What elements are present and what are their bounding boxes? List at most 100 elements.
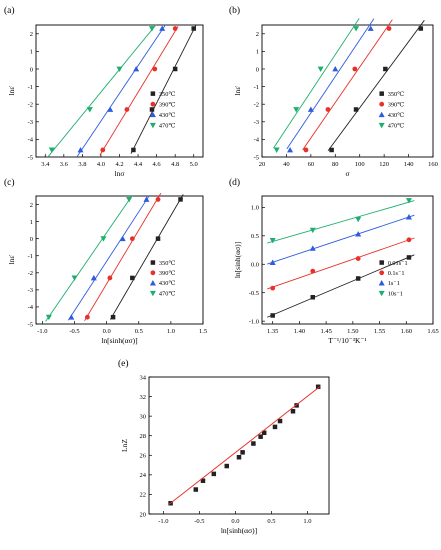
y-tick-label: 0.0 [251, 262, 259, 269]
x-tick-label: 0.0 [231, 518, 239, 525]
y-axis-label: lnε̇ [233, 86, 242, 96]
y-tick-label: -3 [254, 119, 259, 126]
legend: 0.01s⁻1 0.1s⁻1 1s⁻1 10s⁻1 [378, 260, 408, 297]
series-2 [84, 192, 162, 321]
y-tick-label: 0.5 [251, 233, 259, 240]
data-point [126, 197, 133, 203]
data-point [172, 26, 178, 31]
legend-marker [149, 280, 156, 286]
legend-marker [379, 91, 384, 96]
data-point [86, 107, 93, 113]
data-point [309, 245, 316, 251]
data-point [71, 275, 78, 281]
data-point [309, 227, 316, 234]
y-tick-label: 32 [140, 394, 147, 401]
x-tick-label: 1.5 [199, 328, 207, 335]
data-point [353, 26, 360, 32]
legend-label: 350℃ [159, 91, 176, 98]
fit-line [267, 200, 415, 244]
series-3 [67, 195, 150, 321]
data-point [148, 26, 155, 32]
x-tick-label: 1.45 [320, 328, 331, 335]
x-tick-label: 40 [283, 161, 290, 168]
y-tick-label: -4 [254, 137, 260, 144]
x-axis-label: σ [345, 169, 349, 178]
data-point [131, 147, 136, 153]
data-point [386, 26, 392, 31]
plot-frame [35, 24, 204, 158]
fit-line [267, 214, 415, 265]
data-point [200, 478, 206, 483]
y-tick-label: 2 [30, 202, 33, 209]
y-tick-label: 30 [140, 413, 147, 420]
x-tick-label: 4.4 [134, 161, 143, 168]
x-tick-label: 1.0 [303, 518, 311, 525]
series-3 [286, 18, 375, 153]
data-point [191, 26, 196, 31]
y-tick-label: 0 [30, 66, 33, 73]
x-tick-label: 140 [404, 161, 414, 168]
legend-item: 430℃ [149, 111, 175, 119]
y-tick-label: 28 [140, 433, 147, 440]
legend-marker [150, 91, 156, 96]
y-tick-label: -1.0 [249, 318, 259, 325]
y-tick-label: 1.0 [251, 205, 259, 212]
fit-line [47, 24, 157, 158]
data-point [129, 236, 135, 242]
legend-marker [378, 280, 385, 286]
plot-frame [148, 376, 330, 515]
data-point [367, 25, 374, 31]
x-tick-label: 5.0 [190, 161, 198, 168]
legend-marker [150, 101, 156, 107]
data-point [107, 275, 113, 281]
data-point [261, 430, 267, 436]
data-point [211, 471, 217, 477]
fit-line [267, 254, 415, 318]
data-point [110, 314, 116, 320]
data-point [100, 147, 106, 153]
data-point [325, 107, 331, 112]
data-point [310, 295, 316, 300]
data-point [303, 147, 309, 153]
data-point [224, 463, 230, 469]
x-tick-label: 4.2 [115, 161, 123, 168]
y-tick-label: -2 [254, 102, 259, 109]
x-tick-label: 0.0 [103, 328, 111, 335]
x-tick-label: 1.60 [401, 328, 412, 335]
legend: 350℃ 390℃ 430℃ 470℃ [149, 91, 176, 130]
fit-line [273, 18, 360, 149]
data-point [90, 274, 97, 281]
series-4 [47, 24, 157, 158]
y-axis-label: ln[sinh(ασ)] [233, 242, 242, 278]
x-tick-label: 20 [259, 161, 266, 168]
data-point [329, 147, 334, 153]
data-point [355, 231, 362, 237]
data-point [68, 314, 75, 320]
legend-marker [379, 270, 385, 276]
panel-label: (e) [118, 358, 129, 369]
legend-item: 1s⁻1 [378, 280, 400, 287]
series-3 [267, 214, 415, 265]
legend-label: 390℃ [388, 101, 405, 108]
y-tick-label: -1 [28, 253, 33, 260]
y-tick-label: 26 [140, 453, 147, 460]
data-point [84, 314, 90, 320]
data-point [383, 66, 388, 72]
x-tick-label: -1.0 [158, 518, 168, 525]
x-tick-label: 80 [332, 161, 339, 168]
legend-item: 0.01s⁻1 [379, 260, 408, 267]
data-point [355, 216, 362, 223]
legend: 350℃ 390℃ 430℃ 470℃ [378, 91, 405, 130]
data-point [133, 66, 140, 72]
series-2 [302, 19, 393, 153]
data-point [406, 237, 412, 243]
y-axis-label: lnε̇ [7, 255, 16, 265]
legend-item: 430℃ [149, 280, 175, 287]
x-tick-label: 4.0 [97, 161, 105, 168]
x-tick-label: -1.0 [37, 328, 47, 335]
data-point [293, 107, 300, 113]
y-tick-label: 20 [140, 511, 147, 518]
fit-line [130, 24, 197, 154]
data-point [405, 214, 412, 220]
data-point [272, 424, 278, 430]
